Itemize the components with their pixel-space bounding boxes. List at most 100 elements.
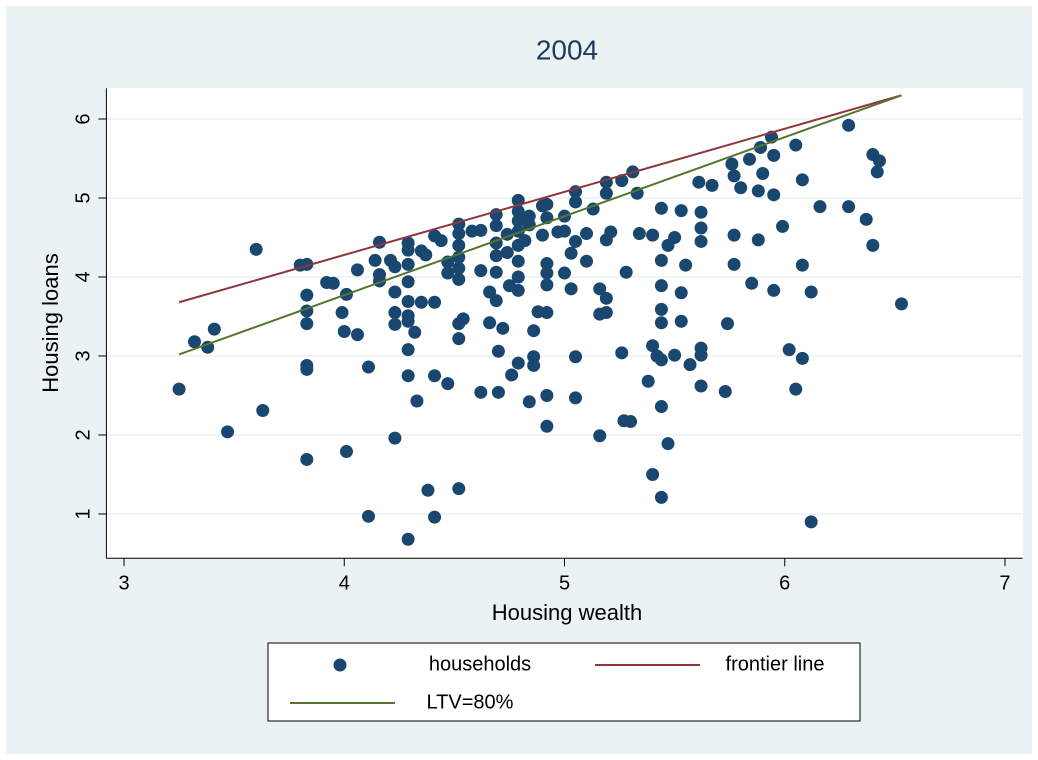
point <box>350 328 364 342</box>
y-axis-label: Housing loans <box>38 253 63 392</box>
point <box>172 382 186 396</box>
point <box>751 233 765 247</box>
point <box>725 157 739 171</box>
point <box>767 148 781 162</box>
point <box>456 312 470 326</box>
point <box>401 294 415 308</box>
legend-label: frontier line <box>726 653 825 675</box>
point <box>745 276 759 290</box>
point <box>452 272 466 286</box>
point <box>337 324 351 338</box>
point <box>842 200 856 214</box>
point <box>489 265 503 279</box>
point <box>654 316 668 330</box>
point <box>511 283 525 297</box>
point <box>734 181 748 195</box>
point <box>683 358 697 372</box>
point <box>491 385 505 399</box>
point <box>452 238 466 252</box>
point <box>361 509 375 523</box>
point <box>452 261 466 275</box>
point <box>646 228 660 242</box>
point <box>249 242 263 256</box>
point <box>654 353 668 367</box>
point <box>474 223 488 237</box>
point <box>694 205 708 219</box>
point <box>813 200 827 214</box>
point <box>564 246 578 260</box>
point <box>474 385 488 399</box>
y-tick-label: 3 <box>73 350 95 361</box>
point <box>511 270 525 284</box>
point <box>540 278 554 292</box>
legend-label: households <box>429 653 531 675</box>
x-tick-label: 7 <box>999 572 1010 594</box>
point <box>452 332 466 346</box>
point <box>511 214 525 228</box>
point <box>569 350 583 364</box>
point <box>388 285 402 299</box>
point <box>619 265 633 279</box>
point <box>527 324 541 338</box>
x-tick-label: 5 <box>559 572 570 594</box>
point <box>408 325 422 339</box>
point <box>630 186 644 200</box>
point <box>767 188 781 202</box>
point <box>870 165 884 179</box>
point <box>859 212 873 226</box>
point <box>767 283 781 297</box>
point <box>410 394 424 408</box>
y-tick-label: 4 <box>73 271 95 282</box>
point <box>350 263 364 277</box>
point <box>452 482 466 496</box>
point <box>535 228 549 242</box>
point <box>339 445 353 459</box>
point <box>401 275 415 289</box>
point <box>540 388 554 402</box>
point <box>558 224 571 238</box>
point <box>674 204 688 218</box>
point <box>540 197 554 211</box>
point <box>804 515 818 529</box>
point <box>388 431 402 445</box>
point <box>419 248 433 262</box>
point <box>694 221 708 235</box>
point <box>564 282 578 296</box>
point <box>441 377 455 391</box>
point <box>694 379 708 393</box>
point <box>569 234 583 248</box>
point <box>300 288 314 302</box>
point <box>743 152 757 166</box>
point <box>511 254 525 268</box>
point <box>300 362 314 376</box>
point <box>368 253 382 267</box>
point <box>789 138 803 152</box>
point <box>335 306 349 320</box>
point <box>441 266 455 280</box>
point <box>668 348 682 362</box>
point <box>428 369 442 383</box>
y-tick-label: 6 <box>73 113 95 124</box>
point <box>558 266 571 280</box>
point <box>401 257 415 271</box>
point <box>872 154 886 168</box>
point <box>795 258 809 272</box>
point <box>489 219 503 233</box>
point <box>256 403 270 417</box>
point <box>842 118 856 132</box>
point <box>776 219 790 233</box>
point <box>361 360 375 374</box>
point <box>388 260 402 274</box>
x-tick-label: 3 <box>118 572 129 594</box>
point <box>751 184 765 198</box>
point <box>599 291 613 305</box>
point <box>388 317 402 331</box>
point <box>661 437 675 451</box>
point <box>866 238 880 252</box>
point <box>586 202 600 216</box>
point <box>540 266 554 280</box>
point <box>489 249 503 263</box>
point <box>580 227 594 241</box>
point <box>207 322 221 336</box>
